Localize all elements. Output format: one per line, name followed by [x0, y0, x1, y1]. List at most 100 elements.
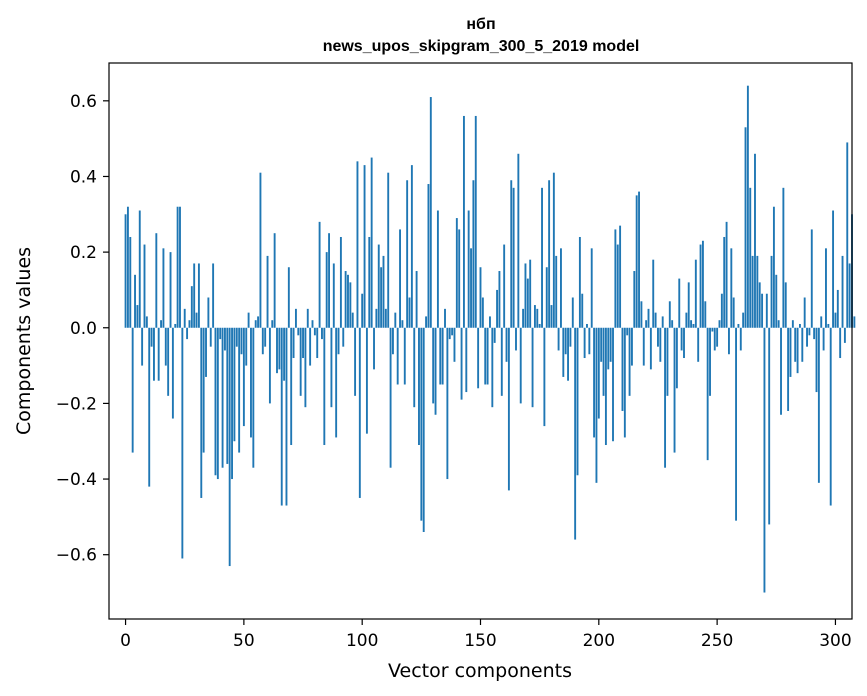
bar-98	[356, 161, 359, 328]
bar-231	[671, 320, 674, 328]
bar-158	[498, 271, 501, 328]
bar-106	[375, 308, 378, 328]
bar-66	[280, 327, 283, 506]
bar-174	[536, 308, 539, 328]
bar-208	[616, 244, 619, 328]
bar-265	[751, 255, 754, 328]
bar-137	[448, 327, 451, 340]
bar-109	[382, 255, 385, 328]
bar-286	[801, 327, 804, 362]
bar-141	[458, 229, 461, 328]
x-tick-label: 0	[120, 631, 131, 651]
bar-144	[465, 327, 468, 393]
bar-120	[408, 297, 411, 328]
bar-82	[318, 221, 321, 328]
bar-210	[621, 327, 624, 411]
bar-10	[148, 327, 151, 487]
bar-92	[342, 327, 345, 347]
bar-132	[436, 210, 439, 328]
bar-188	[569, 327, 572, 347]
bar-206	[612, 327, 614, 442]
bar-121	[410, 165, 413, 328]
bar-189	[571, 297, 574, 328]
bar-288	[806, 327, 808, 347]
bar-39	[216, 327, 219, 480]
bar-54	[252, 327, 255, 468]
bar-140	[455, 218, 458, 328]
bar-25	[183, 308, 186, 328]
bar-89	[335, 327, 338, 438]
bar-131	[434, 327, 437, 415]
bar-41	[221, 327, 224, 468]
chart-title-line2: news_upos_skipgram_300_5_2019 model	[323, 38, 640, 55]
bar-24	[181, 327, 184, 559]
bar-280	[787, 327, 790, 411]
bar-278	[782, 187, 785, 328]
bar-165	[515, 327, 517, 351]
bar-249	[713, 327, 716, 351]
bar-22	[176, 206, 179, 328]
y-tick-label: 0.2	[70, 243, 97, 263]
y-tick-label: 0.4	[70, 167, 97, 187]
bar-220	[645, 320, 648, 328]
bar-235	[680, 327, 683, 351]
bar-13	[155, 233, 158, 328]
bar-43	[226, 327, 229, 464]
bar-224	[654, 312, 657, 328]
bar-304	[843, 327, 846, 343]
bar-90	[337, 327, 340, 355]
bar-166	[517, 153, 520, 328]
bar-257	[732, 297, 735, 328]
bar-271	[765, 293, 768, 328]
bar-193	[581, 293, 584, 328]
bar-143	[462, 115, 465, 328]
bar-101	[363, 165, 366, 328]
bar-308	[853, 316, 856, 328]
bar-115	[396, 327, 399, 385]
bar-149	[477, 327, 480, 389]
bar-297	[827, 323, 830, 328]
bar-112	[389, 327, 392, 468]
bar-275	[775, 274, 778, 328]
bar-7	[141, 327, 144, 366]
bar-299	[832, 210, 835, 328]
bar-76	[304, 327, 307, 408]
bar-247	[709, 327, 711, 396]
bar-270	[763, 327, 766, 593]
bar-228	[664, 327, 667, 468]
bar-237	[685, 312, 688, 328]
bar-95	[349, 282, 352, 328]
bar-31	[197, 263, 200, 328]
bar-15	[160, 320, 162, 328]
bar-194	[583, 327, 586, 359]
bar-48	[238, 327, 241, 453]
bar-301	[836, 289, 839, 328]
bar-145	[467, 210, 470, 328]
bar-219	[642, 327, 645, 366]
bar-173	[533, 305, 536, 328]
x-tick-label: 200	[583, 631, 615, 651]
bar-126	[422, 327, 425, 532]
bar-1	[126, 206, 129, 328]
bar-272	[768, 327, 771, 525]
bar-102	[365, 327, 368, 434]
bar-171	[529, 259, 532, 328]
bar-99	[358, 327, 361, 498]
bar-251	[718, 320, 721, 328]
bar-229	[666, 327, 669, 396]
bar-16	[162, 248, 165, 328]
bar-33	[202, 327, 205, 453]
bar-122	[413, 327, 416, 408]
bar-63	[273, 233, 276, 328]
bar-264	[749, 187, 752, 328]
bar-252	[720, 293, 723, 328]
bar-107	[377, 244, 380, 328]
bar-42	[224, 327, 226, 351]
bar-159	[500, 327, 503, 396]
bar-221	[647, 308, 650, 328]
bar-262	[744, 127, 747, 328]
bar-213	[628, 327, 631, 396]
bar-284	[796, 327, 799, 374]
bar-250	[716, 327, 719, 347]
bar-58	[261, 327, 264, 355]
